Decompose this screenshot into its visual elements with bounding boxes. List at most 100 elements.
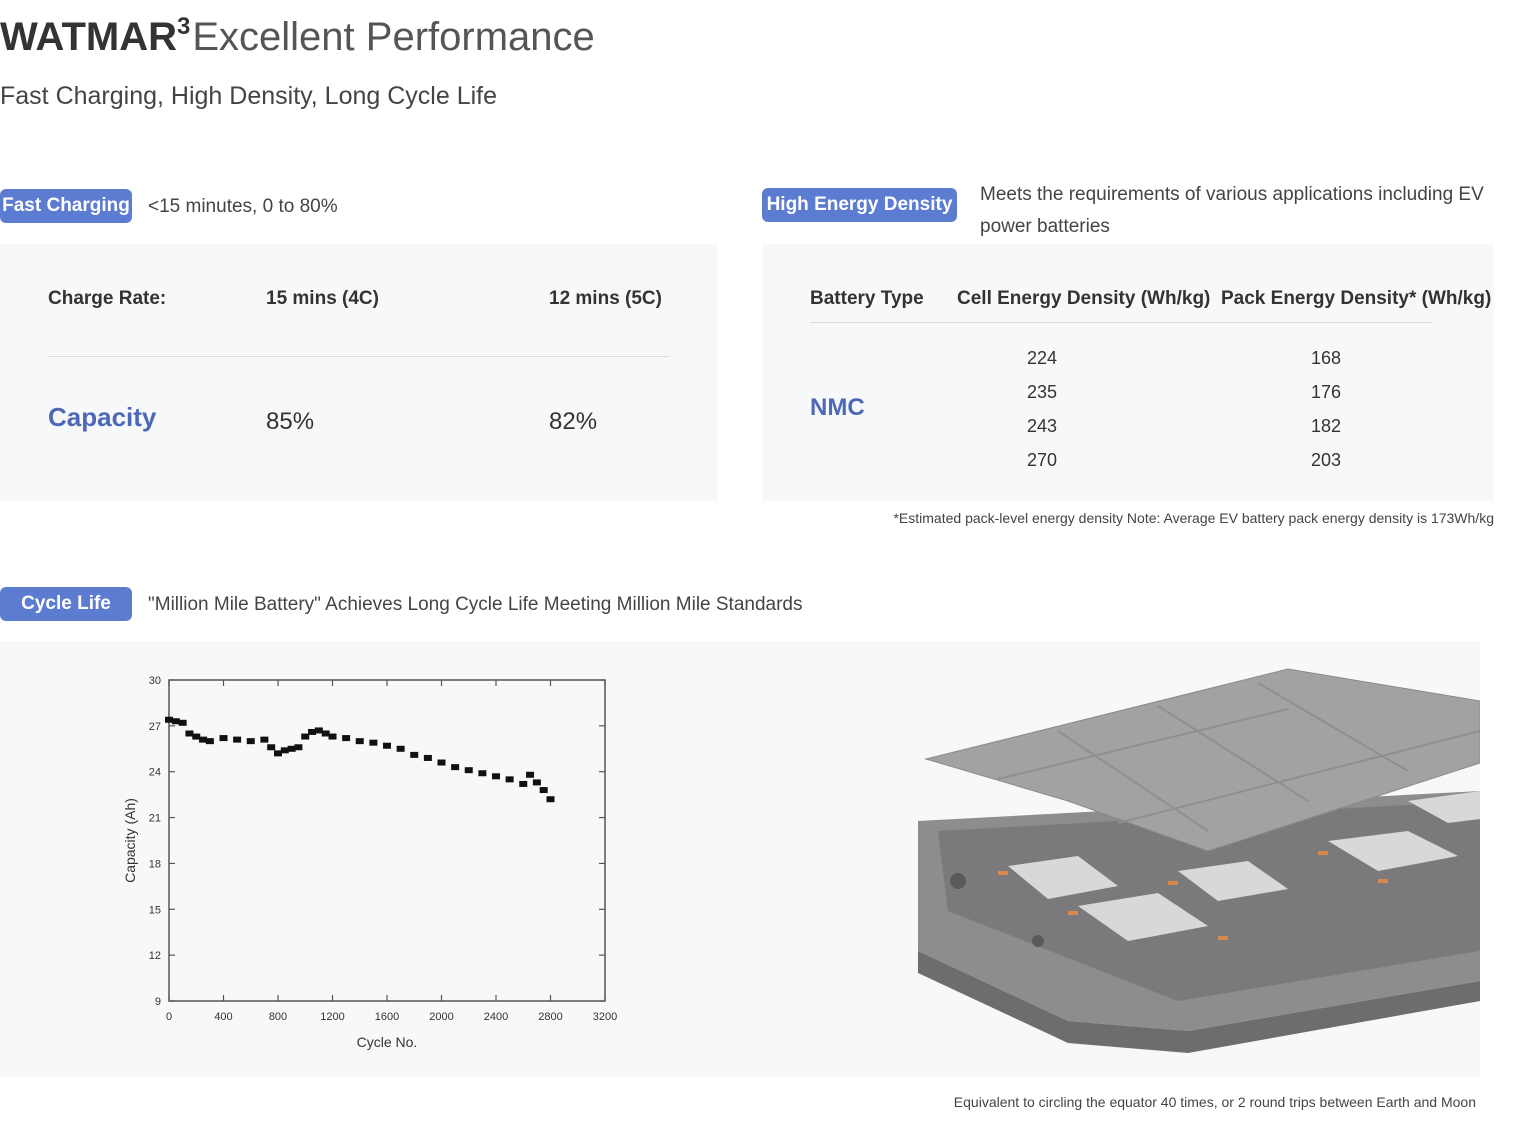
brand-name: WATMAR [0,15,177,59]
cycle-life-chart: 0 400 800 1200 1600 2000 2400 2800 3200 9 12 15 18 21… [122,675,617,1050]
x-tick-label: 3200 [593,1011,617,1023]
capacity-4c-value: 85% [266,408,315,435]
fast-charging-note: <15 minutes, 0 to 80% [148,196,338,217]
page-title: WATMAR3Excellent Performance [0,4,595,60]
data-point [492,773,500,780]
data-point [294,744,303,751]
data-point [342,735,351,742]
energy-density-footnote: *Estimated pack-level energy density Not… [893,510,1494,526]
data-point [396,745,405,752]
data-point [451,764,460,771]
data-point [178,719,187,726]
data-point [246,738,255,745]
data-point [165,716,173,723]
data-point [539,787,548,794]
data-point [478,770,487,777]
data-point [526,771,535,778]
y-tick-label: 18 [149,858,161,870]
data-point [274,750,282,757]
pack-density-value: 203 [1311,450,1342,470]
pack-density-header: Pack Energy Density* (Wh/kg) [1221,288,1492,309]
data-point [219,735,228,742]
y-tick-label: 21 [149,813,161,825]
energy-density-panel: Battery Type Cell Energy Density (Wh/kg)… [762,244,1494,501]
y-tick-label: 15 [149,904,161,916]
battery-pack-illustration [918,668,1480,1053]
data-point [464,767,473,774]
y-tick-label: 12 [149,950,161,962]
cell-density-value: 270 [1027,450,1058,470]
data-point [505,776,514,783]
data-point [369,739,378,746]
x-tick-label: 1600 [375,1011,399,1023]
table-divider [48,356,669,357]
plot-frame [168,679,606,1002]
y-tick-label: 30 [149,675,161,687]
capacity-5c-value: 82% [549,408,598,435]
cell-density-value: 243 [1027,416,1058,436]
data-point [314,727,323,734]
y-tick-label: 27 [149,721,161,733]
data-point [532,779,541,786]
data-point [328,733,337,740]
charge-rate-header: Charge Rate: [48,288,167,309]
y-tick-label: 9 [155,996,161,1008]
data-point [233,736,242,743]
data-point [171,718,180,725]
x-tick-label: 2800 [538,1011,562,1023]
x-tick-label: 800 [269,1011,287,1023]
cell-density-header: Cell Energy Density (Wh/kg) [957,288,1211,309]
x-axis-label: Cycle No. [357,1034,418,1050]
data-point [437,759,446,766]
cell-density-value: 224 [1027,348,1058,368]
x-tick-label: 0 [166,1011,172,1023]
page-subtitle: Fast Charging, High Density, Long Cycle … [0,82,497,110]
cycle-life-panel: 0 400 800 1200 1600 2000 2400 2800 3200 9 12 15 18 21… [0,641,1480,1077]
data-point [192,733,201,740]
data-point [519,780,528,787]
data-point [205,738,214,745]
x-tick-label: 1200 [320,1011,344,1023]
x-tick-label: 400 [214,1011,232,1023]
pack-density-value: 168 [1311,348,1342,368]
data-point [199,736,208,743]
y-tick-label: 24 [149,767,161,779]
pack-density-value: 176 [1311,382,1342,402]
data-point [321,730,330,737]
data-point [410,751,419,758]
energy-density-badge: High Energy Density [762,188,957,222]
data-point [423,754,432,761]
data-point [355,738,364,745]
data-point [287,745,296,752]
energy-density-note-line2: power batteries [980,216,1110,237]
x-tick-label: 2400 [484,1011,508,1023]
x-tick-label: 2000 [429,1011,453,1023]
data-point [280,747,289,754]
axis-ticks: 0 400 800 1200 1600 2000 2400 2800 3200 9 12 15 18 21… [149,675,617,1023]
title-text: Excellent Performance [192,15,595,59]
data-point [260,736,269,743]
cycle-life-badge: Cycle Life [0,587,132,621]
data-point [185,730,194,737]
data-point [267,744,276,751]
y-axis-label: Capacity (Ah) [122,798,138,883]
data-point [308,728,317,735]
battery-type-header: Battery Type [810,288,924,309]
data-points [165,716,555,803]
charge-rate-4c-header: 15 mins (4C) [266,288,379,309]
energy-density-note-line1: Meets the requirements of various applic… [980,184,1484,205]
data-point [383,742,391,749]
cycle-life-caption: Equivalent to circling the equator 40 ti… [953,1094,1476,1110]
charge-rate-5c-header: 12 mins (5C) [549,288,662,309]
table-divider [810,322,1432,323]
fast-charging-panel: Charge Rate: 15 mins (4C) 12 mins (5C) C… [0,244,718,501]
capacity-label: Capacity [48,402,157,432]
brand-superscript: 3 [177,13,191,40]
data-point [301,733,310,740]
battery-type-nmc: NMC [810,394,865,421]
fast-charging-badge: Fast Charging [0,189,132,223]
cycle-life-note: "Million Mile Battery" Achieves Long Cyc… [148,594,803,615]
pack-density-value: 182 [1311,416,1342,436]
cell-density-value: 235 [1027,382,1058,402]
data-point [546,796,555,803]
